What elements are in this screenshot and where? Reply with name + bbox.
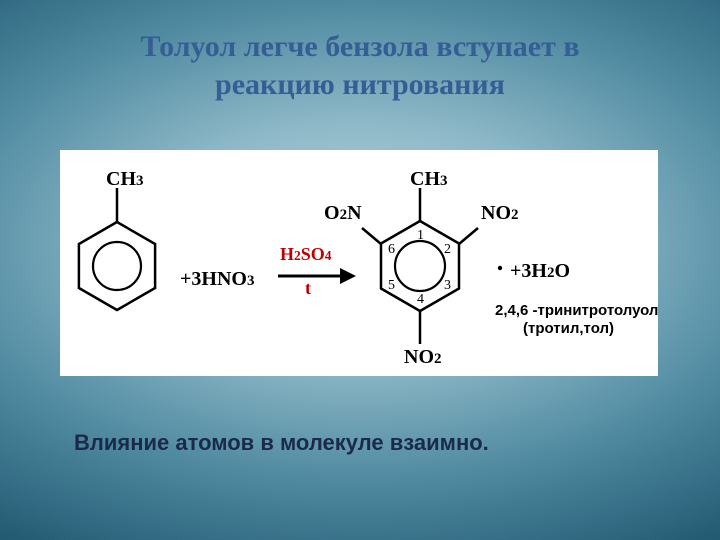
reaction-arrow-head	[340, 268, 356, 284]
product-ring	[395, 241, 445, 291]
no2-bottom: NO2	[404, 346, 442, 369]
reaction-diagram-box: CH3 +3HNO3 H2SO4 t CH3 NO2 O2N NO2 1 2 3…	[60, 150, 658, 376]
ring-n3: 3	[444, 278, 451, 294]
ring-n4: 4	[417, 292, 424, 308]
no2-b-sub: 2	[434, 351, 442, 367]
no2-tr-sub: 2	[511, 207, 519, 223]
product-name-line1: 2,4,6 -тринитротолуол	[495, 302, 658, 319]
product-ch3: CH3	[410, 168, 448, 191]
plus-h2o-o: O	[554, 260, 570, 282]
ring-n2: 2	[444, 242, 451, 258]
reactant-ch3: CH3	[106, 168, 144, 191]
o2n-tl-sub: 2	[340, 207, 348, 223]
h2so4-sub2: 4	[325, 248, 332, 263]
h2so4-so: SO	[301, 244, 325, 264]
ring-n5: 5	[388, 278, 395, 294]
o2n-tl-o: O	[324, 202, 340, 224]
reactant-ring	[93, 242, 141, 290]
h2so4-h: H	[280, 244, 294, 264]
slide-title: Толуол легче бензола вступает в реакцию …	[0, 0, 720, 103]
title-line1: Толуол легче бензола вступает в	[140, 30, 579, 63]
reactant-ch3-sub: 3	[136, 173, 144, 189]
no2-b-text: NO	[404, 346, 434, 368]
reactant-ch3-text: CH	[106, 168, 136, 190]
temp-label: t	[305, 278, 311, 299]
product-no2-tr-bond	[459, 228, 478, 244]
h2so4-label: H2SO4	[280, 244, 332, 265]
h2so4-sub1: 2	[294, 248, 301, 263]
no2-tr-text: NO	[481, 202, 511, 224]
plus-hno3-text: +3HNO	[180, 268, 247, 290]
product-name-line2: (тротил,тол)	[495, 320, 614, 337]
bottom-caption: Влияние атомов в молекуле взаимно.	[74, 430, 489, 456]
plus-hno3-sub: 3	[247, 273, 255, 289]
product-ch3-text: CH	[410, 168, 440, 190]
plus-hno3: +3HNO3	[180, 268, 254, 291]
dot-separator	[498, 266, 502, 270]
ring-n6: 6	[388, 242, 395, 258]
product-name: 2,4,6 -тринитротолуол (тротил,тол)	[495, 302, 658, 338]
product-ch3-sub: 3	[440, 173, 448, 189]
reactant-hexagon	[79, 222, 155, 310]
ring-n1: 1	[417, 228, 424, 244]
plus-h2o: +3H2O	[510, 260, 570, 283]
no2-top-right: NO2	[481, 202, 519, 225]
product-o2n-tl-bond	[362, 228, 381, 244]
plus-h2o-text: +3H	[510, 260, 547, 282]
o2n-tl-n: N	[347, 202, 361, 224]
title-line2: реакцию нитрования	[215, 68, 505, 101]
o2n-top-left: O2N	[324, 202, 362, 225]
